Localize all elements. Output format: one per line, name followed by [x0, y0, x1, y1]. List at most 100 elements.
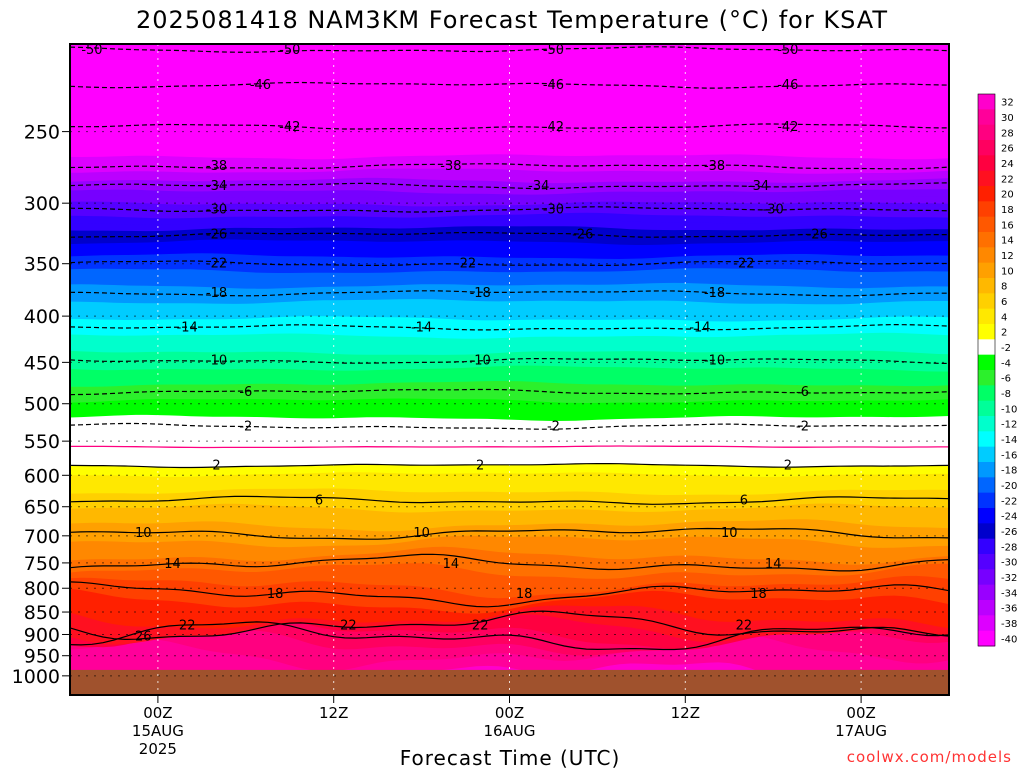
legend-swatch: [978, 124, 995, 141]
site-credit[interactable]: coolwx.com/models: [847, 748, 1012, 766]
contour-label-group: 22: [179, 619, 196, 634]
contour-label: -34: [206, 179, 227, 194]
contour-label: -46: [543, 78, 564, 93]
time-tick-label: 2025: [139, 740, 177, 758]
pressure-tick-label: 800: [24, 578, 60, 600]
isotherm-labels: -50 -50 -50 -50 -46 -46 -46 -42 -42 -42 -38 -38 -38 -…: [81, 43, 827, 645]
legend-label: -28: [1001, 542, 1017, 553]
isotherm--46: [70, 81, 949, 89]
isotherm-contours: [70, 46, 949, 651]
isotherm--22: [70, 260, 949, 267]
legend-swatch: [978, 308, 995, 325]
legend-label: -16: [1001, 450, 1017, 461]
contour-label-group: -34: [206, 179, 227, 194]
legend-label: 24: [1001, 159, 1014, 170]
contour-label-group: 2: [476, 458, 484, 473]
time-tick-label: 00Z: [143, 704, 172, 722]
legend-label: -2: [1001, 343, 1011, 354]
freezing-line: [70, 445, 949, 449]
contour-label: 22: [472, 619, 489, 634]
isotherm-6: [70, 495, 949, 505]
pressure-tick-label: 1000: [12, 666, 60, 688]
legend-swatch: [978, 400, 995, 417]
contour-label-group: -26: [206, 228, 227, 243]
legend-swatch: [978, 370, 995, 386]
contour-label: -22: [455, 257, 476, 272]
legend-swatch: [978, 216, 995, 233]
contour-label: 18: [267, 587, 284, 602]
contour-label-group: -30: [206, 203, 227, 218]
contour-label: 22: [736, 619, 753, 634]
contour-label-group: -2: [239, 420, 252, 435]
contour-label-group: -26: [572, 228, 593, 243]
contour-label-group: -50: [777, 43, 798, 58]
legend-label: -8: [1001, 389, 1011, 400]
contour-label-group: -50: [279, 43, 300, 58]
contour-label-group: 22: [340, 619, 357, 634]
pressure-tick-label: 550: [24, 431, 60, 453]
contour-label-group: 2: [784, 458, 792, 473]
contour-label: -22: [206, 257, 227, 272]
contour-label-group: -18: [206, 286, 227, 301]
contour-label-group: -26: [807, 228, 828, 243]
legend-swatch: [978, 385, 995, 402]
isotherm-14: [70, 553, 949, 572]
x-axis-label: Forecast Time (UTC): [400, 746, 621, 768]
contour-label-group: -10: [704, 354, 725, 369]
legend-swatch: [978, 232, 995, 248]
contour-label-group: -38: [440, 159, 461, 174]
contour-label-group: -14: [411, 321, 432, 336]
time-tick-label: 00Z: [846, 704, 875, 722]
contour-label-group: -50: [543, 43, 564, 58]
isotherm-10: [70, 527, 949, 540]
isotherm--2: [70, 422, 949, 430]
legend-swatch: [978, 278, 995, 294]
contour-label: 18: [516, 587, 533, 602]
legend-label: 18: [1001, 205, 1014, 216]
isotherm-26: [70, 621, 949, 651]
isotherm-2: [70, 463, 949, 469]
color-legend: 32 30 28 26 24 22 20 18 16 14 12 10 8 6 4 2 -2 -4 -6 -8 -10 -…: [977, 93, 1017, 647]
legend-label: -30: [1001, 558, 1017, 569]
contour-label: 18: [750, 587, 767, 602]
time-tick-label: 12Z: [319, 704, 348, 722]
pressure-tick-label: 750: [24, 553, 60, 575]
temperature-bands: [70, 44, 949, 695]
contour-label-group: 22: [472, 619, 489, 634]
legend-label: 32: [1001, 98, 1014, 109]
isotherm--34: [70, 182, 949, 190]
time-tick-label: 00Z: [495, 704, 524, 722]
legend-label: -14: [1001, 435, 1017, 446]
contour-label-group: -30: [763, 203, 784, 218]
legend-swatch: [978, 354, 995, 371]
contour-label-group: -42: [543, 120, 564, 135]
legend-swatch: [978, 186, 995, 202]
legend-label: -4: [1001, 358, 1011, 369]
pressure-tick-label: 500: [24, 394, 60, 416]
legend-swatch: [978, 477, 995, 494]
contour-label: 6: [740, 494, 748, 509]
contour-label: 10: [413, 526, 430, 541]
legend-swatch: [978, 446, 995, 463]
contour-label-group: -18: [470, 286, 491, 301]
legend-swatch: [978, 538, 995, 555]
legend-label: 4: [1001, 312, 1007, 323]
legend-label: -26: [1001, 527, 1017, 538]
legend-swatch: [978, 584, 995, 601]
legend-swatch: [978, 554, 995, 570]
legend-frame: [977, 93, 996, 647]
time-tick-label: 15AUG: [132, 722, 184, 740]
contour-label-group: -14: [689, 321, 710, 336]
legend-swatch: [978, 94, 995, 110]
legend-swatch: [978, 508, 995, 524]
legend-label: -20: [1001, 481, 1017, 492]
contour-label-group: 2: [212, 458, 220, 473]
chart-title: 2025081418 NAM3KM Forecast Temperature (…: [136, 6, 888, 34]
legend-swatch: [978, 324, 995, 340]
contour-label: 14: [765, 557, 782, 572]
contour-label-group: 22: [736, 619, 753, 634]
contour-label: -26: [572, 228, 593, 243]
contour-label: -26: [206, 228, 227, 243]
contour-label-group: -34: [748, 179, 769, 194]
